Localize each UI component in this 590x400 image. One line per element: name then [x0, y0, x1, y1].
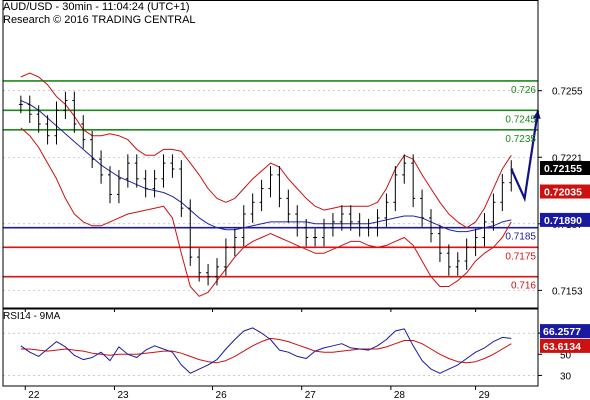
projection-arrowhead: [532, 110, 541, 119]
rsi-line: [20, 327, 512, 374]
x-tick-label-4: 28: [394, 390, 406, 400]
level-label-0: 0.726: [511, 85, 536, 96]
level-label-4: 0.7175: [505, 251, 536, 262]
price-tags: 0.72155 0.72035 0.71890: [540, 161, 590, 227]
rsi-tags: 66.2577 63.6134: [540, 324, 590, 353]
level-labels: 0.726 0.7245 0.7235 0.7185 0.7175 0.716: [505, 85, 536, 292]
rsi-tag-box-0: [540, 324, 590, 339]
rsi-tick-label-2: 30: [560, 371, 572, 382]
price-tick-label-0: 0.7255: [552, 87, 583, 98]
x-tick-label-3: 27: [305, 390, 317, 400]
level-label-2: 0.7235: [505, 134, 536, 145]
price-tag-2: 0.71890: [544, 215, 582, 227]
x-tick-label-1: 23: [117, 390, 129, 400]
rsi-polyline: [20, 327, 512, 374]
x-tick-label-0: 22: [28, 390, 40, 400]
level-label-3: 0.7185: [505, 232, 536, 243]
panel-frames: [2, 0, 539, 387]
rsi-ma-polyline: [20, 337, 512, 364]
rsi-ma-line: [20, 337, 512, 364]
rsi-grid: [3, 332, 538, 376]
x-axis: 22 23 26 27 28 29: [24, 308, 491, 400]
price-tag-1: 0.72035: [544, 187, 582, 199]
x-tick-label-2: 26: [216, 390, 228, 400]
projection-arrow: [510, 110, 541, 203]
rsi-tag-1: 63.6134: [543, 341, 581, 353]
rsi-tag-box-1: [540, 338, 590, 353]
bollinger-upper-band: [20, 72, 512, 229]
projection-path: [510, 110, 540, 203]
rsi-panel-frame: [2, 308, 539, 387]
rsi-tick-label-1: 50: [560, 350, 572, 361]
price-tick-label-1: 0.7221: [552, 153, 583, 164]
price-grid: [3, 90, 538, 291]
rsi-title: RSI14 - 9MA: [3, 311, 61, 322]
bollinger-lower-band: [20, 127, 512, 297]
bollinger-lower-line: [20, 127, 512, 297]
price-tag-box-2: [540, 212, 590, 227]
price-tag-box-1: [540, 184, 590, 199]
price-panel-frame: [2, 0, 539, 309]
level-label-5: 0.716: [511, 281, 536, 292]
price-tag-0: 0.72155: [544, 163, 582, 175]
chart-subtitle: Research © 2016 TRADING CENTRAL: [3, 14, 196, 26]
x-tick-label-5: 29: [479, 390, 491, 400]
price-tag-box-0: [540, 161, 590, 176]
price-tick-label-3: 0.7153: [552, 286, 583, 297]
moving-average-line: [20, 100, 512, 233]
rsi-tag-0: 66.2577: [543, 326, 581, 338]
bollinger-upper-line: [20, 72, 512, 229]
chart-title: AUD/USD - 30min - 11:04:24 (UTC+1): [3, 1, 190, 13]
level-label-1: 0.7245: [505, 114, 536, 125]
moving-average-polyline: [20, 100, 512, 233]
